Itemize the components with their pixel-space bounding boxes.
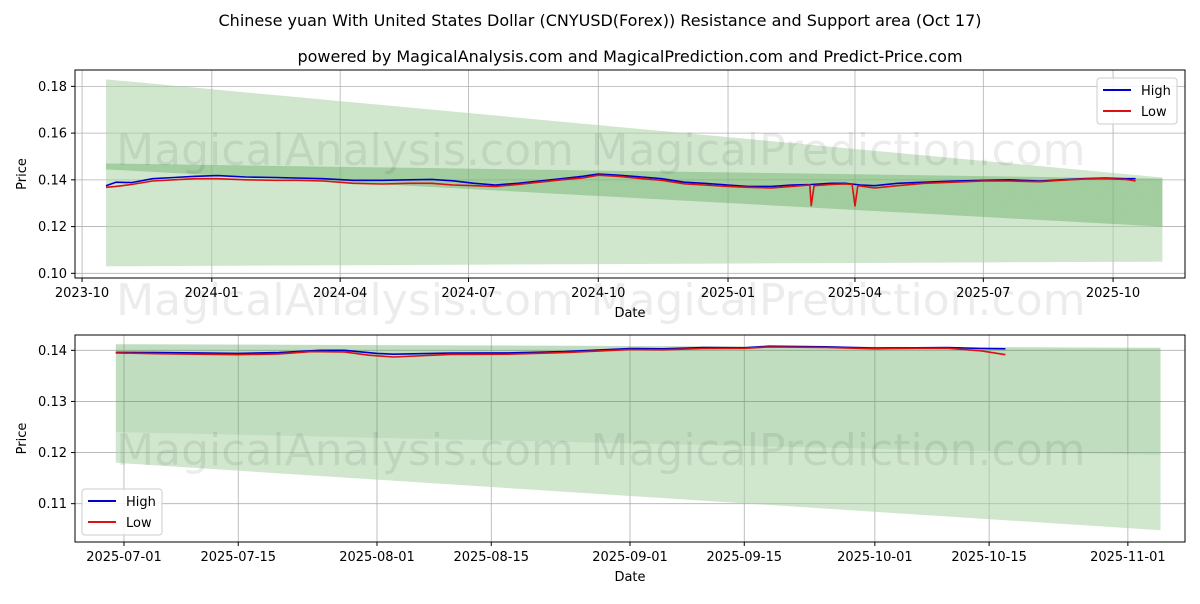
y-tick-label: 0.11 (38, 497, 67, 512)
series-line-low (105, 174, 1136, 207)
support-resistance-band (115, 402, 1161, 438)
watermarks: MagicalAnalysis.com MagicalPrediction.co… (116, 125, 1085, 476)
watermark-prediction-bottom: MagicalPrediction.com (591, 425, 1086, 476)
chart-title: Chinese yuan With United States Dollar (… (219, 11, 982, 30)
x-tick-label: 2025-07-01 (86, 550, 162, 565)
x-tick-label: 2025-11-01 (1090, 550, 1166, 565)
x-tick-label: 2025-09-15 (706, 550, 782, 565)
legend-label-high: High (1141, 84, 1171, 99)
legend-label-low: Low (1141, 105, 1167, 120)
x-axis-label: Date (614, 306, 645, 321)
x-axis-label: Date (614, 570, 645, 585)
watermark-prediction-top: MagicalPrediction.com (591, 125, 1086, 176)
x-tick-label: 2024-04 (313, 286, 367, 301)
x-tick-label: 2025-04 (828, 286, 882, 301)
x-tick-label: 2025-09-01 (592, 550, 668, 565)
x-tick-label: 2024-10 (571, 286, 625, 301)
support-resistance-band (115, 417, 1161, 456)
y-tick-label: 0.14 (38, 173, 67, 188)
x-tick-label: 2025-10 (1086, 286, 1140, 301)
x-tick-label: 2024-07 (441, 286, 495, 301)
watermark-prediction-mid: MagicalPrediction.com (591, 275, 1086, 326)
support-resistance-band (115, 373, 1161, 402)
series-line-low (115, 346, 1006, 358)
prediction-range-band (115, 432, 1161, 531)
x-tick-label: 2025-01 (701, 286, 755, 301)
x-tick-label: 2025-07 (956, 286, 1010, 301)
y-tick-label: 0.12 (38, 446, 67, 461)
x-tick-label: 2023-10 (55, 286, 109, 301)
y-axis-label: Price (15, 158, 30, 190)
prediction-range-band (106, 79, 1163, 267)
y-axis-label: Price (15, 423, 30, 455)
y-tick-label: 0.10 (38, 267, 67, 282)
x-tick-label: 2025-08-01 (339, 550, 415, 565)
x-tick-label: 2025-10-01 (837, 550, 913, 565)
legend-label-low: Low (126, 516, 152, 531)
y-tick-label: 0.18 (38, 80, 67, 95)
series-line-high (105, 173, 1136, 188)
support-resistance-band (106, 164, 1163, 195)
support-resistance-band (115, 388, 1161, 420)
support-resistance-band (115, 344, 1161, 366)
bottom-chart-panel: 2025-07-01 2025-07-15 2025-08-01 2025-08-15… (15, 334, 1186, 585)
x-tick-label: 2024-01 (185, 286, 239, 301)
top-chart-panel: 2023-10 2024-01 2024-04 2024-07 2024-10 2025-… (15, 69, 1186, 321)
legend: High Low (81, 488, 163, 536)
watermark-analysis-mid: MagicalAnalysis.com (116, 275, 574, 326)
y-tick-label: 0.13 (38, 395, 67, 410)
legend-label-high: High (126, 495, 156, 510)
watermark-analysis-bottom: MagicalAnalysis.com (116, 425, 574, 476)
x-tick-label: 2025-10-15 (951, 550, 1027, 565)
support-resistance-band (106, 166, 1163, 211)
support-resistance-band (106, 163, 1163, 187)
x-tick-label: 2025-07-15 (200, 550, 276, 565)
y-tick-label: 0.14 (38, 344, 67, 359)
x-tick-label: 2025-08-15 (453, 550, 529, 565)
y-tick-label: 0.16 (38, 127, 67, 142)
plot-frame (74, 69, 1186, 279)
chart-subtitle: powered by MagicalAnalysis.com and Magic… (297, 47, 962, 66)
support-resistance-band (115, 358, 1161, 384)
legend: High Low (1096, 77, 1178, 125)
watermark-analysis-top: MagicalAnalysis.com (116, 125, 574, 176)
support-resistance-band (106, 165, 1163, 203)
y-tick-label: 0.12 (38, 220, 67, 235)
